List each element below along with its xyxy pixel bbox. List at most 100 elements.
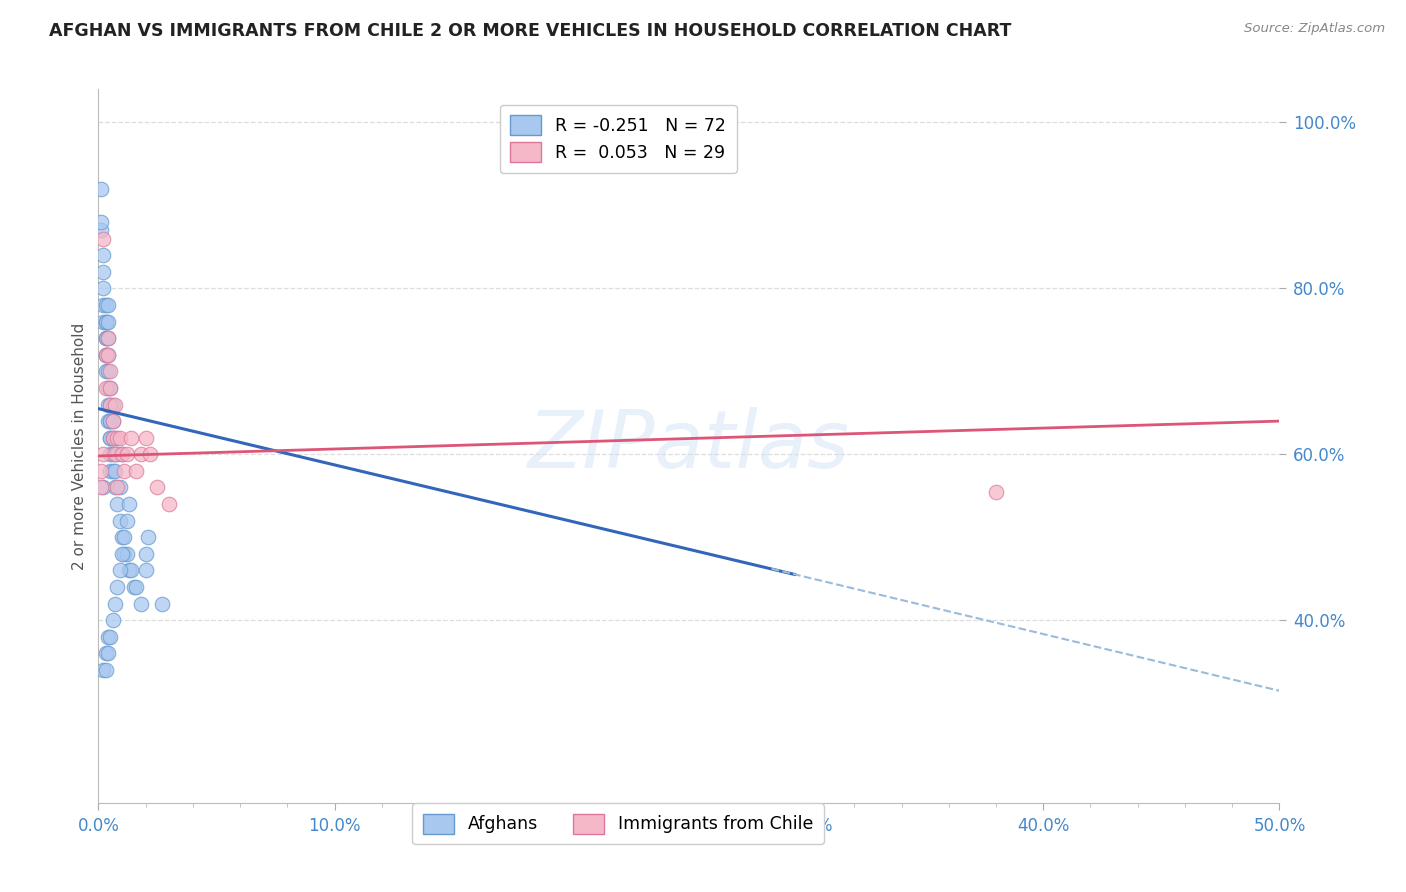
Point xyxy=(129,597,152,611)
Legend: Afghans, Immigrants from Chile: Afghans, Immigrants from Chile xyxy=(412,803,824,844)
Point xyxy=(97,397,120,411)
Point xyxy=(101,447,124,461)
Point xyxy=(91,663,114,677)
Point xyxy=(104,447,127,461)
Point xyxy=(97,298,120,312)
Point xyxy=(97,630,120,644)
Point xyxy=(108,564,131,578)
Point xyxy=(101,613,124,627)
Point xyxy=(108,431,131,445)
Point xyxy=(91,265,114,279)
Point xyxy=(111,547,134,561)
Text: ZIPatlas: ZIPatlas xyxy=(527,407,851,485)
Point xyxy=(101,464,124,478)
Text: AFGHAN VS IMMIGRANTS FROM CHILE 2 OR MORE VEHICLES IN HOUSEHOLD CORRELATION CHAR: AFGHAN VS IMMIGRANTS FROM CHILE 2 OR MOR… xyxy=(49,22,1011,40)
Point xyxy=(91,298,114,312)
Point xyxy=(129,447,152,461)
Point xyxy=(90,182,112,196)
Point xyxy=(984,484,1007,499)
Point xyxy=(94,314,117,328)
Point xyxy=(94,381,117,395)
Point xyxy=(135,547,157,561)
Point xyxy=(112,464,135,478)
Point xyxy=(90,464,112,478)
Point xyxy=(94,314,117,328)
Point xyxy=(135,564,157,578)
Point xyxy=(105,481,128,495)
Point xyxy=(122,580,145,594)
Point xyxy=(98,397,121,411)
Point xyxy=(94,348,117,362)
Point xyxy=(91,447,114,461)
Point xyxy=(115,514,138,528)
Point xyxy=(150,597,173,611)
Point xyxy=(98,397,121,411)
Point xyxy=(98,431,121,445)
Point xyxy=(94,348,117,362)
Point xyxy=(98,630,121,644)
Point xyxy=(98,364,121,378)
Point xyxy=(97,314,120,328)
Point xyxy=(104,481,127,495)
Point xyxy=(91,481,114,495)
Point xyxy=(97,348,120,362)
Point xyxy=(125,580,148,594)
Point xyxy=(104,397,127,411)
Point xyxy=(94,647,117,661)
Point xyxy=(125,464,148,478)
Point xyxy=(97,331,120,345)
Point xyxy=(101,414,124,428)
Point xyxy=(121,564,143,578)
Point xyxy=(98,431,121,445)
Point xyxy=(118,564,141,578)
Point xyxy=(108,514,131,528)
Point xyxy=(101,431,124,445)
Point xyxy=(101,397,124,411)
Point xyxy=(97,348,120,362)
Point xyxy=(94,663,117,677)
Point xyxy=(94,348,117,362)
Point xyxy=(90,223,112,237)
Point xyxy=(97,331,120,345)
Point xyxy=(97,364,120,378)
Point xyxy=(105,497,128,511)
Point xyxy=(98,464,121,478)
Point xyxy=(135,431,157,445)
Point xyxy=(101,431,124,445)
Point xyxy=(98,447,121,461)
Point xyxy=(97,414,120,428)
Point xyxy=(112,547,135,561)
Point xyxy=(101,414,124,428)
Point xyxy=(105,431,128,445)
Point xyxy=(115,447,138,461)
Point xyxy=(91,231,114,245)
Point xyxy=(97,647,120,661)
Point xyxy=(105,447,128,461)
Point xyxy=(98,381,121,395)
Point xyxy=(139,447,162,461)
Point xyxy=(98,414,121,428)
Point xyxy=(94,298,117,312)
Point xyxy=(94,331,117,345)
Point xyxy=(115,547,138,561)
Text: Source: ZipAtlas.com: Source: ZipAtlas.com xyxy=(1244,22,1385,36)
Point xyxy=(111,530,134,544)
Point xyxy=(98,414,121,428)
Point xyxy=(136,530,159,544)
Point xyxy=(118,497,141,511)
Point xyxy=(146,481,169,495)
Y-axis label: 2 or more Vehicles in Household: 2 or more Vehicles in Household xyxy=(72,322,87,570)
Point xyxy=(104,464,127,478)
Point xyxy=(105,580,128,594)
Point xyxy=(97,381,120,395)
Point xyxy=(112,530,135,544)
Point xyxy=(121,431,143,445)
Point xyxy=(90,481,112,495)
Point xyxy=(90,215,112,229)
Point xyxy=(94,364,117,378)
Point xyxy=(98,381,121,395)
Point xyxy=(108,481,131,495)
Point xyxy=(104,431,127,445)
Point xyxy=(91,314,114,328)
Point xyxy=(111,447,134,461)
